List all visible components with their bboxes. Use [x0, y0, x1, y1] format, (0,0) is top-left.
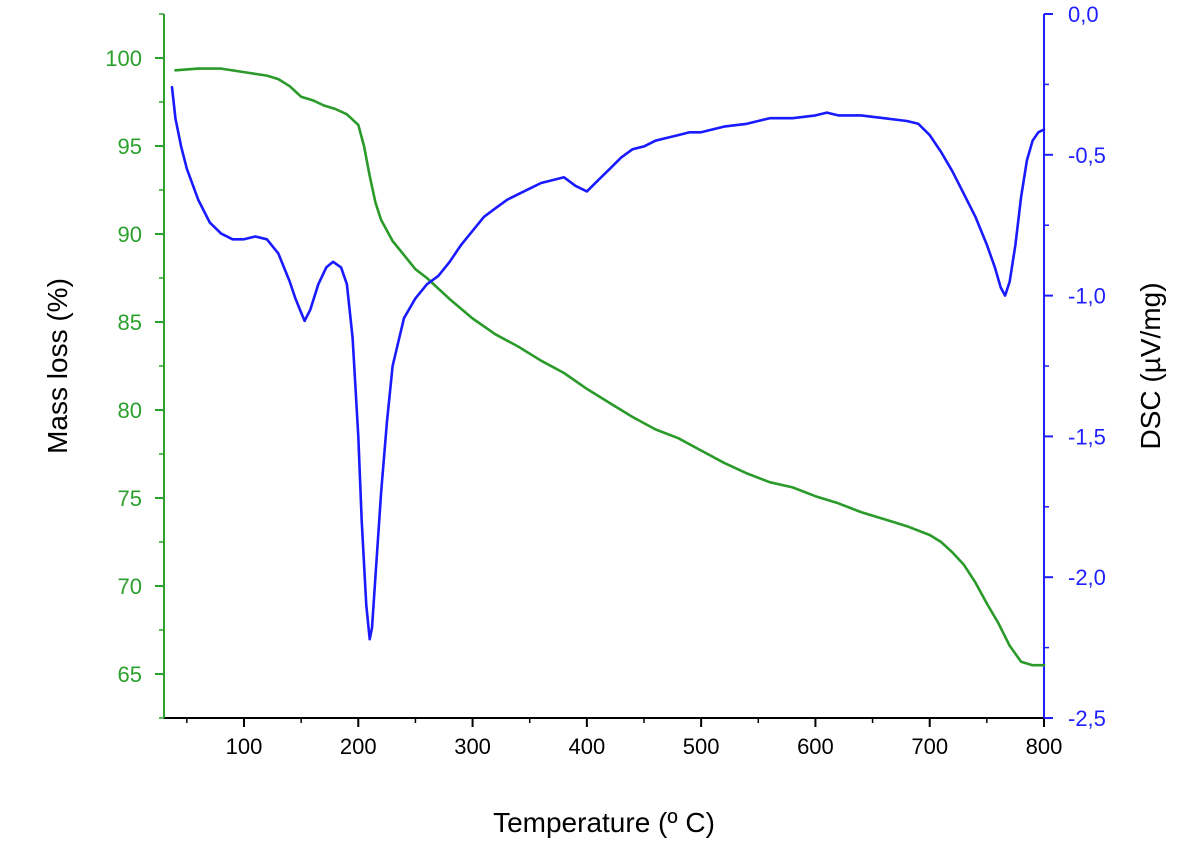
left-y-tick-label: 90 [118, 222, 142, 247]
x-tick-label: 400 [568, 734, 605, 759]
left-y-tick-label: 80 [118, 398, 142, 423]
x-axis-title: Temperature (º C) [493, 807, 715, 838]
left-y-tick-label: 100 [105, 46, 142, 71]
x-tick-label: 500 [683, 734, 720, 759]
axes-layer: 100 200 300 400 500 600 700 800 65 70 75 80 85 90 95 10… [105, 2, 1106, 759]
right-y-tick-label: -2,0 [1068, 565, 1106, 590]
right-y-tick-label: -1,5 [1068, 424, 1106, 449]
mass-loss-series-line [174, 67, 1046, 667]
left-y-tick-label: 65 [118, 662, 142, 687]
x-tick-label: 300 [454, 734, 491, 759]
right-y-axis-title: DSC (µV/mg) [1135, 282, 1166, 449]
series-layer [170, 67, 1046, 667]
x-tick-label: 100 [226, 734, 263, 759]
left-y-axis-title: Mass loss (%) [42, 278, 73, 454]
dsc-series-line [170, 85, 1046, 641]
left-y-tick-label: 70 [118, 574, 142, 599]
left-y-tick-label: 85 [118, 310, 142, 335]
right-y-tick-label: -0,5 [1068, 143, 1106, 168]
x-tick-label: 800 [1026, 734, 1063, 759]
left-y-tick-label: 95 [118, 134, 142, 159]
x-tick-label: 700 [911, 734, 948, 759]
x-tick-label: 200 [340, 734, 377, 759]
x-tick-label: 600 [797, 734, 834, 759]
left-y-tick-label: 75 [118, 486, 142, 511]
right-y-tick-label: -2,5 [1068, 706, 1106, 731]
right-y-tick-label: -1,0 [1068, 284, 1106, 309]
right-y-tick-label: 0,0 [1068, 2, 1099, 27]
